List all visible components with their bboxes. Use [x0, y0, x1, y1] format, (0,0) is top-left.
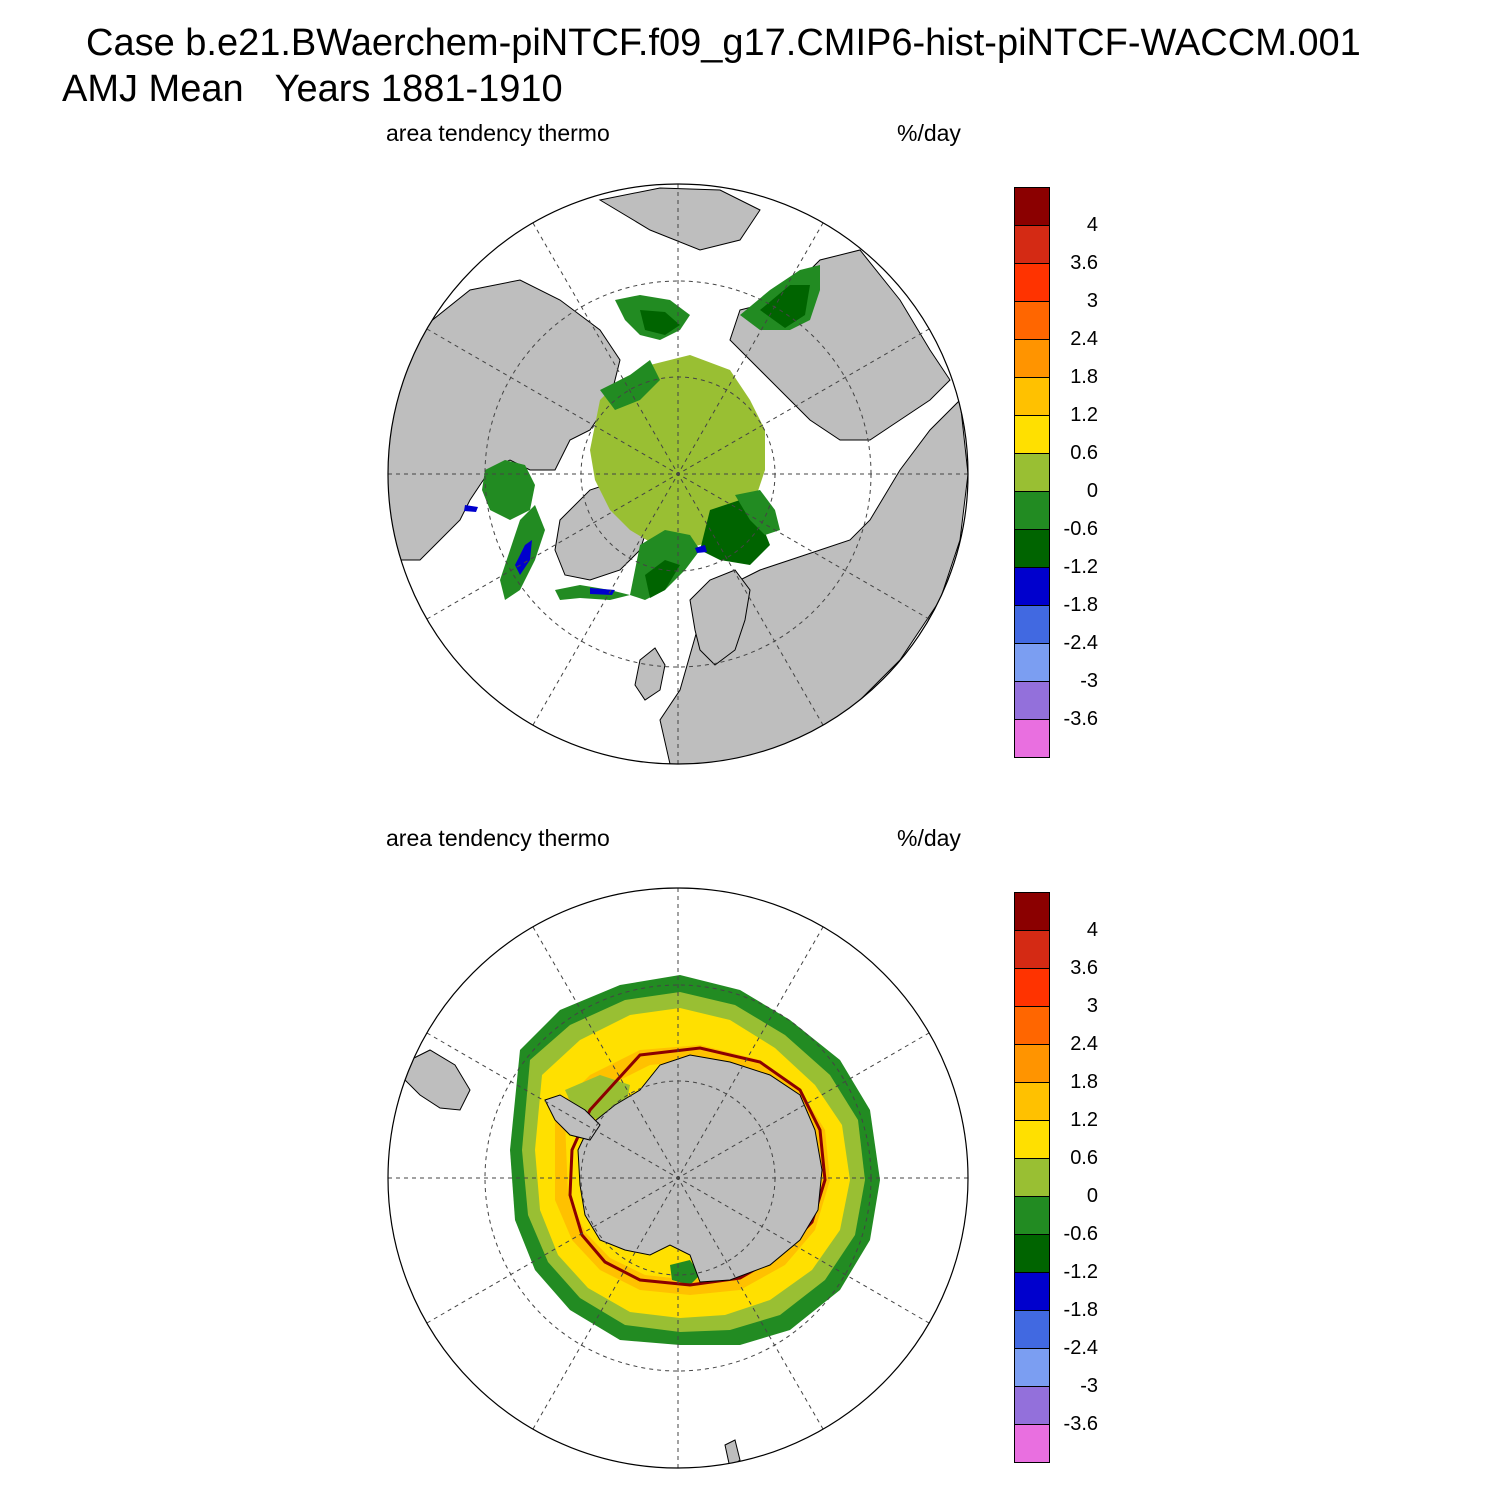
north-colorbar-swatch: [1014, 567, 1050, 606]
south-colorbar-swatch: [1014, 1082, 1050, 1121]
north-units-label: %/day: [897, 120, 961, 146]
north-sea-ice-field: [464, 265, 820, 600]
south-variable-label: area tendency thermo: [386, 825, 610, 851]
south-graticule: [388, 888, 968, 1468]
south-colorbar-tick-label: -0.6: [1063, 1223, 1098, 1245]
north-colorbar-tick-label: 2.4: [1070, 328, 1098, 350]
south-colorbar-swatch: [1014, 1386, 1050, 1425]
south-units-label: %/day: [897, 825, 961, 851]
north-colorbar-swatch: [1014, 605, 1050, 644]
south-colorbar-swatch: [1014, 1424, 1050, 1463]
north-polar-map: [387, 183, 969, 765]
south-colorbar-tick-label: -3: [1080, 1375, 1098, 1397]
south-colorbar-swatch: [1014, 1348, 1050, 1387]
south-colorbar-swatch: [1014, 1196, 1050, 1235]
south-colorbar-tick-label: -1.2: [1063, 1261, 1098, 1283]
north-colorbar-tick-label: -2.4: [1063, 632, 1098, 654]
north-colorbar-swatch: [1014, 225, 1050, 264]
south-colorbar-tick-label: 0: [1086, 1185, 1098, 1207]
north-colorbar-tick-label: -1.2: [1063, 556, 1098, 578]
north-colorbar-tick-label: 1.2: [1070, 404, 1098, 426]
north-map-border: [387, 183, 969, 765]
north-colorbar-tick-label: 1.8: [1070, 366, 1098, 388]
south-colorbar-swatch: [1014, 1310, 1050, 1349]
south-colorbar-tick-label: 4: [1086, 919, 1098, 941]
south-colorbar-tick-label: -3.6: [1063, 1413, 1098, 1435]
north-colorbar-tick-label: -3.6: [1063, 708, 1098, 730]
south-colorbar-swatch: [1014, 1044, 1050, 1083]
north-colorbar-tick-label: -1.8: [1063, 594, 1098, 616]
north-colorbar-swatch: [1014, 187, 1050, 226]
north-graticule: [388, 184, 968, 764]
south-colorbar-swatch: [1014, 1234, 1050, 1273]
north-colorbar-swatch: [1014, 263, 1050, 302]
north-variable-label: area tendency thermo: [386, 120, 610, 146]
south-antarctica-land: [577, 1054, 823, 1283]
south-colorbar-tick-label: 3: [1086, 995, 1098, 1017]
figure-title-period: AMJ Mean Years 1881-1910: [62, 68, 563, 110]
south-colorbar-tick-label: 3.6: [1070, 957, 1098, 979]
south-polar-map: [387, 887, 969, 1469]
south-colorbar-tick-label: 2.4: [1070, 1033, 1098, 1055]
south-colorbar-tick-label: 1.8: [1070, 1071, 1098, 1093]
north-colorbar-tick-label: 0: [1086, 480, 1098, 502]
north-land: [388, 187, 968, 764]
south-colorbar-swatch: [1014, 968, 1050, 1007]
south-colorbar-tick-label: -1.8: [1063, 1299, 1098, 1321]
north-colorbar-tick-label: 3: [1086, 290, 1098, 312]
north-colorbar-swatch: [1014, 681, 1050, 720]
north-colorbar-tick-label: 3.6: [1070, 252, 1098, 274]
south-colorbar-swatch: [1014, 1158, 1050, 1197]
south-colorbar-swatch: [1014, 892, 1050, 931]
north-colorbar-swatch: [1014, 339, 1050, 378]
south-colorbar-tick-label: 0.6: [1070, 1147, 1098, 1169]
south-colorbar-tick-label: -2.4: [1063, 1337, 1098, 1359]
north-colorbar-swatch: [1014, 719, 1050, 758]
south-america-land: [404, 1049, 471, 1111]
north-colorbar-tick-label: 4: [1086, 214, 1098, 236]
south-colorbar-tick-label: 1.2: [1070, 1109, 1098, 1131]
south-colorbar-swatch: [1014, 1120, 1050, 1159]
north-colorbar-tick-label: -3: [1080, 670, 1098, 692]
figure-title-case: Case b.e21.BWaerchem-piNTCF.f09_g17.CMIP…: [86, 22, 1361, 64]
north-colorbar-tick-label: 0.6: [1070, 442, 1098, 464]
south-map-border: [387, 887, 969, 1469]
south-colorbar-swatch: [1014, 1272, 1050, 1311]
north-colorbar-tick-label: -0.6: [1063, 518, 1098, 540]
